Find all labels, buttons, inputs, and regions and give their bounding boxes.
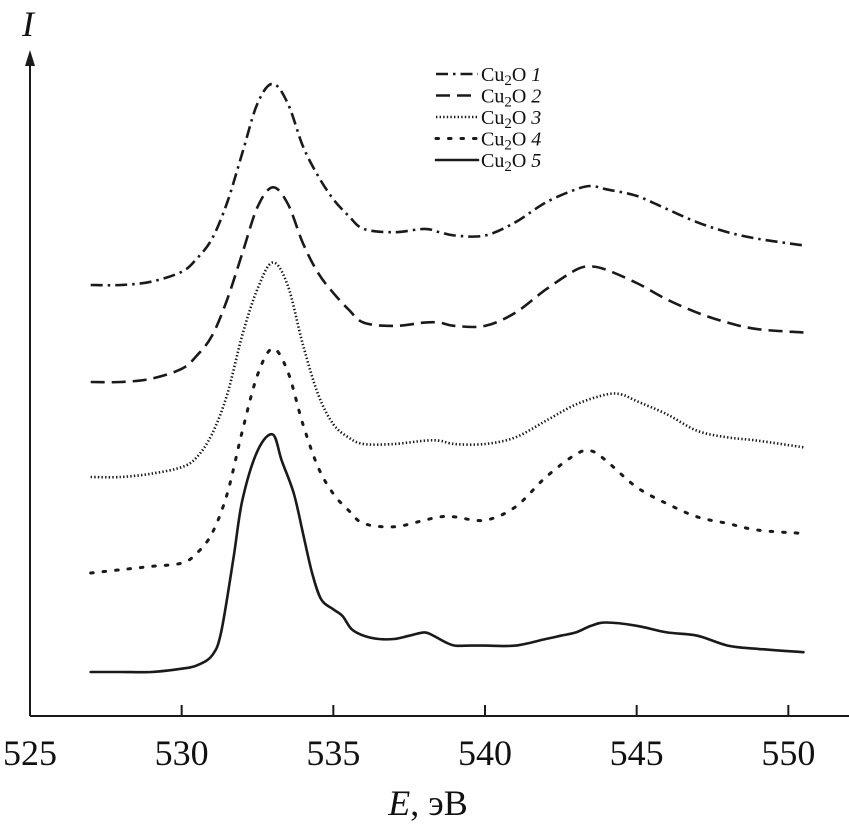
legend-label-1: Cu2O 1 — [481, 64, 541, 89]
x-tick-label: 530 — [155, 733, 209, 773]
x-tick-label: 550 — [761, 733, 815, 773]
axes — [25, 50, 849, 717]
x-axis-title: E, эВ — [387, 783, 467, 823]
series-line-3 — [90, 261, 804, 479]
x-tick-labels: 525 530 535 540 545 550 — [3, 733, 815, 773]
x-axis-variable: E — [387, 783, 410, 823]
y-axis-title: I — [21, 4, 36, 44]
x-tick-label: 545 — [610, 733, 664, 773]
x-tick-label: 540 — [458, 733, 512, 773]
x-ticks — [29, 705, 790, 716]
series-line-4 — [89, 347, 805, 575]
y-axis-arrow — [25, 50, 35, 66]
legend-label-2: Cu2O 2 — [481, 86, 541, 111]
series-line-5 — [89, 432, 805, 674]
x-tick-label: 525 — [3, 733, 57, 773]
series-line-1 — [90, 82, 804, 287]
x-tick-label: 535 — [306, 733, 360, 773]
legend-label-3: Cu2O 3 — [481, 107, 541, 132]
series-line-2 — [90, 186, 804, 384]
series-lines — [89, 82, 805, 674]
legend-label-4: Cu2O 4 — [481, 129, 541, 154]
x-axis-unit: , эВ — [410, 783, 467, 823]
legend-label-5: Cu2O 5 — [481, 150, 541, 175]
